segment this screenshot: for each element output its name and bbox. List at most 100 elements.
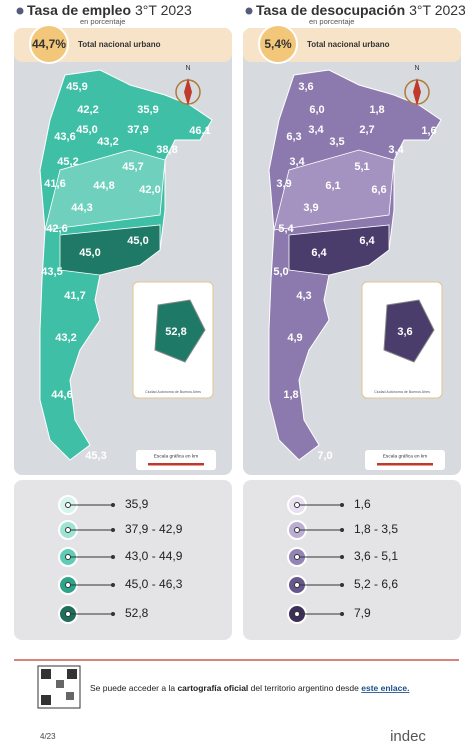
province-shape: [288, 224, 390, 276]
province-shape: [44, 149, 166, 231]
scale-bar: [377, 463, 433, 466]
map-label: 6,3: [286, 131, 301, 143]
inset-value: 3,6: [397, 326, 412, 338]
province-shape: [273, 149, 395, 231]
legend-label: 37,9 - 42,9: [125, 522, 183, 536]
header-band: [14, 28, 232, 62]
panel-title: Tasa de desocupación 3°T 2023: [256, 2, 465, 18]
legend-end: [111, 528, 115, 532]
legend-dot: [294, 554, 300, 560]
legend-label: 1,8 - 3,5: [354, 522, 398, 536]
map-label: 3,9: [303, 202, 318, 214]
legend-dot: [294, 582, 300, 588]
province-shape: [59, 224, 161, 276]
compass-needle: [413, 78, 421, 106]
map-label: 7,0: [317, 450, 332, 462]
national-badge: [258, 24, 298, 64]
legend-label: 1,6: [354, 497, 371, 511]
legend-end: [111, 555, 115, 559]
legend-label: 5,2 - 6,6: [354, 577, 398, 591]
text: Se puede acceder a la: [90, 683, 175, 693]
north-label: N: [185, 65, 190, 72]
legend-end: [340, 583, 344, 587]
legend-frame: [14, 480, 232, 640]
legend-end: [340, 555, 344, 559]
map-label: 38,8: [156, 144, 177, 156]
legend-end: [111, 583, 115, 587]
map-label: 37,9: [127, 124, 148, 136]
subtitle: en porcentaje: [309, 17, 354, 26]
map-label: 45,0: [127, 235, 148, 247]
national-value: 5,4%: [264, 37, 292, 51]
map-label: 45,0: [76, 124, 97, 136]
map-label: 41,7: [64, 290, 85, 302]
footer-text: Se puede acceder a la cartografía oficia…: [90, 683, 409, 693]
map-label: 5,0: [273, 266, 288, 278]
map-label: 45,3: [85, 450, 106, 462]
title-dot: [16, 7, 24, 15]
map-label: 2,7: [359, 124, 374, 136]
map-label: 4,3: [296, 290, 311, 302]
legend-dot: [65, 582, 71, 588]
legend-label: 3,6 - 5,1: [354, 549, 398, 563]
map-label: 3,6: [298, 81, 313, 93]
panel-title: Tasa de empleo 3°T 2023: [27, 2, 192, 18]
legend-label: 7,9: [354, 606, 371, 620]
legend-label: 52,8: [125, 606, 149, 620]
period: 3°T 2023: [135, 2, 192, 18]
legend-dot: [65, 611, 71, 617]
brand: indec: [390, 728, 426, 745]
scale-box: [365, 450, 445, 470]
inset-caption: Ciudad Autónoma de Buenos Aires: [374, 390, 430, 394]
legend-frame: [243, 480, 461, 640]
map-label: 45,2: [57, 156, 78, 168]
title: Tasa de desocupación: [256, 2, 405, 18]
map-label: 1,6: [421, 125, 436, 137]
map-label: 35,9: [137, 104, 158, 116]
map-label: 4,9: [287, 332, 302, 344]
map-label: 6,0: [309, 104, 324, 116]
map-label: 3,5: [329, 136, 344, 148]
map-label: 5,1: [354, 161, 369, 173]
legend-label: 35,9: [125, 497, 149, 511]
legend-dot: [294, 527, 300, 533]
legend-label: 45,0 - 46,3: [125, 577, 183, 591]
scale-label: Escala gráfica en km: [154, 453, 199, 459]
map-label: 5,4: [278, 223, 294, 235]
map-label: 42,0: [139, 184, 160, 196]
map-label: 44,6: [51, 389, 72, 401]
map-label: 45,7: [122, 161, 143, 173]
map-label: 3,9: [276, 178, 291, 190]
map-label: 46,1: [189, 125, 210, 137]
map-label: 43,2: [55, 332, 76, 344]
qr-code: [37, 665, 81, 709]
legend-dot: [294, 502, 300, 508]
map-label: 6,4: [311, 247, 327, 259]
national-badge: [29, 24, 69, 64]
legend-dot: [294, 611, 300, 617]
map-label: 3,4: [308, 124, 324, 136]
map-label: 6,6: [371, 184, 386, 196]
page-number: 4/23: [40, 732, 56, 741]
inset-value: 52,8: [165, 326, 186, 338]
link[interactable]: este enlace.: [361, 683, 409, 693]
legend-dot: [65, 527, 71, 533]
national-label: Total nacional urbano: [78, 40, 161, 49]
legend-end: [340, 503, 344, 507]
north-label: N: [414, 65, 419, 72]
scale-label: Escala gráfica en km: [383, 453, 428, 459]
inset-shape: [154, 299, 206, 363]
map-label: 42,6: [46, 223, 67, 235]
map-label: 3,4: [388, 144, 404, 156]
legend-end: [340, 528, 344, 532]
map-label: 45,9: [66, 81, 87, 93]
inset-shape: [383, 299, 435, 363]
legend-dot: [65, 502, 71, 508]
map-label: 1,8: [369, 104, 384, 116]
map-label: 6,4: [359, 235, 375, 247]
map-label: 42,2: [77, 104, 98, 116]
national-value: 44,7%: [32, 37, 66, 51]
map-label: 43,2: [97, 136, 118, 148]
